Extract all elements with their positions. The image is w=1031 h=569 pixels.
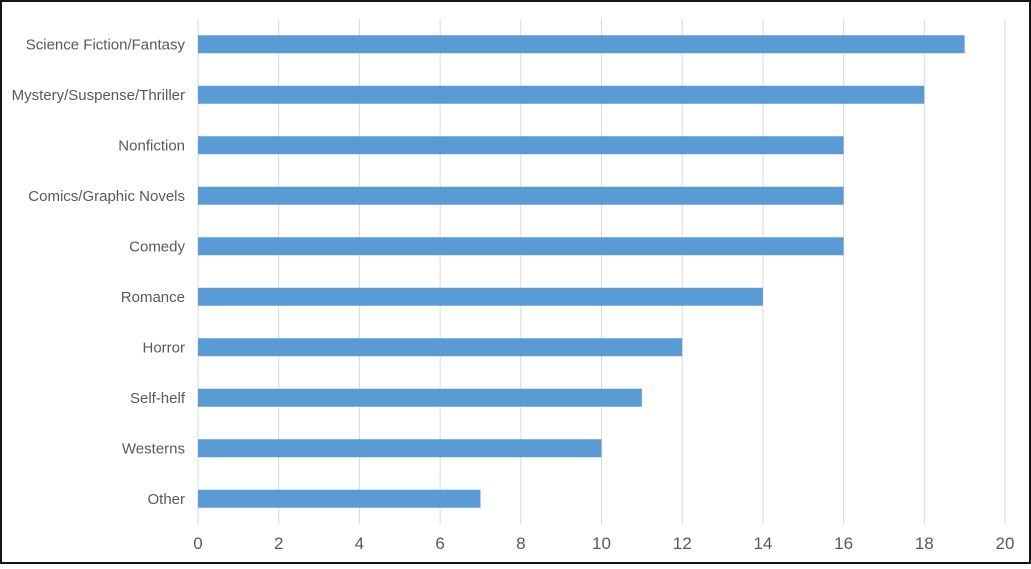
svg-text:Romance: Romance — [121, 289, 185, 306]
svg-text:14: 14 — [753, 534, 772, 553]
svg-text:Other: Other — [147, 491, 185, 508]
svg-text:18: 18 — [915, 534, 934, 553]
svg-text:Comedy: Comedy — [129, 238, 185, 255]
svg-text:4: 4 — [355, 534, 364, 553]
svg-text:20: 20 — [996, 534, 1015, 553]
svg-text:10: 10 — [592, 534, 611, 553]
svg-text:0: 0 — [193, 534, 202, 553]
svg-text:2: 2 — [274, 534, 283, 553]
svg-text:Mystery/Suspense/Thriller: Mystery/Suspense/Thriller — [12, 87, 185, 104]
svg-text:12: 12 — [673, 534, 692, 553]
svg-text:Self-helf: Self-helf — [130, 390, 186, 407]
svg-text:Nonfiction: Nonfiction — [118, 137, 185, 154]
svg-text:6: 6 — [435, 534, 444, 553]
svg-text:16: 16 — [834, 534, 853, 553]
svg-text:Westerns: Westerns — [122, 440, 185, 457]
svg-text:Science Fiction/Fantasy: Science Fiction/Fantasy — [26, 36, 186, 53]
svg-text:8: 8 — [516, 534, 525, 553]
svg-text:Horror: Horror — [142, 339, 185, 356]
svg-text:Comics/Graphic Novels: Comics/Graphic Novels — [28, 188, 185, 205]
